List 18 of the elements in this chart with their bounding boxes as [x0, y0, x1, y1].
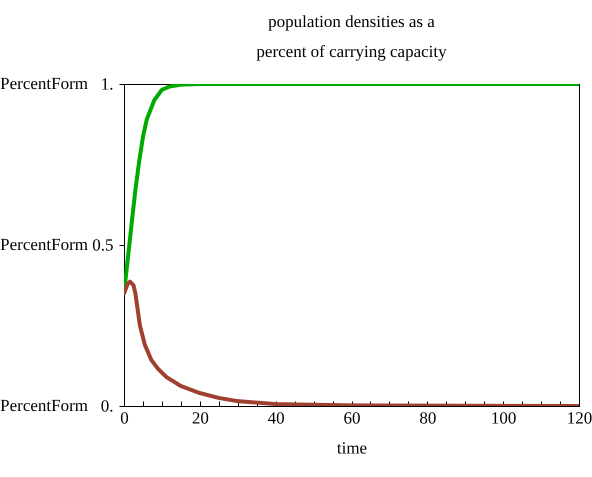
x-tick-label: 60 — [344, 408, 360, 428]
x-tick-label: 0 — [120, 408, 129, 428]
text: PercentForm — [0, 396, 88, 415]
text: PercentForm — [0, 235, 88, 254]
line-series — [124, 84, 579, 296]
y-tick-label: 0.5 — [92, 236, 114, 254]
text: PercentForm — [0, 74, 88, 93]
line-series — [124, 280, 579, 406]
x-tick-label: 20 — [192, 408, 209, 428]
y-tick-label: 0. — [100, 396, 114, 416]
text: percent of carrying capacity — [256, 42, 447, 61]
x-tick-label: 40 — [268, 408, 285, 428]
y-tick-label: 1. — [100, 74, 114, 94]
x-tick-label: 80 — [419, 408, 436, 428]
text: population densities as a — [268, 12, 435, 31]
x-tick-label: 120 — [566, 408, 592, 428]
x-axis-title: time — [336, 438, 368, 458]
x-tick-label: 100 — [490, 408, 516, 428]
